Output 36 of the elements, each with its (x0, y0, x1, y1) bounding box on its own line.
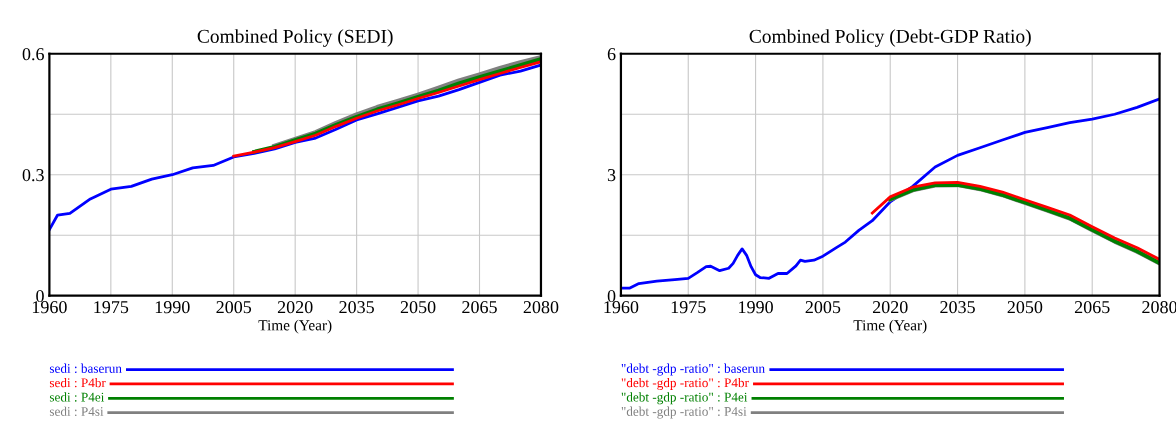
text: sedi : baserun (49, 363, 122, 373)
x-tick-label: 2065 (462, 301, 497, 314)
x-tick-label: 1990 (739, 301, 773, 314)
x-tick-label: 2065 (1074, 301, 1110, 314)
x-tick-label: 2020 (872, 301, 908, 314)
text: sedi : P4ei (49, 392, 105, 402)
text: sedi : P4si (49, 406, 104, 416)
y-tick-label: 0.3 (22, 168, 44, 182)
text: "debt -gdp -ratio" : P4si (621, 406, 747, 419)
x-tick-label: 1975 (671, 301, 706, 314)
chart-title: Combined Policy (Debt-GDP Ratio) (749, 29, 1031, 47)
x-tick-label: 1975 (94, 301, 129, 314)
x-tick-label: 1960 (604, 301, 639, 314)
y-tick-label: 0 (607, 289, 616, 303)
text: "debt -gdp -ratio" : P4ei (621, 392, 748, 405)
y-tick-label: 0.6 (22, 48, 44, 61)
y-tick-label: 6 (607, 48, 616, 61)
x-tick-label: 2005 (216, 301, 252, 314)
text: "debt -gdp -ratio" : P4br (621, 377, 749, 390)
x-tick-label: 2050 (400, 301, 436, 314)
x-tick-label: 1990 (155, 301, 190, 314)
x-tick-label: 2050 (1007, 301, 1043, 314)
x-tick-label: 2080 (523, 301, 559, 314)
x-axis-title: Time (Year) (853, 319, 927, 334)
y-tick-label: 3 (607, 169, 616, 182)
y-tick-label: 0 (36, 289, 44, 303)
x-tick-label: 2080 (1142, 301, 1176, 314)
x-tick-label: 2035 (339, 301, 374, 314)
x-tick-label: 2035 (940, 301, 975, 314)
x-tick-label: 2005 (805, 301, 841, 314)
x-tick-label: 1960 (32, 301, 67, 314)
x-tick-label: 2020 (277, 301, 313, 314)
text: "debt -gdp -ratio" : baserun (621, 363, 765, 376)
text: sedi : P4br (49, 377, 106, 388)
chart-title: Combined Policy (SEDI) (197, 29, 393, 47)
x-axis-title: Time (Year) (258, 319, 332, 334)
